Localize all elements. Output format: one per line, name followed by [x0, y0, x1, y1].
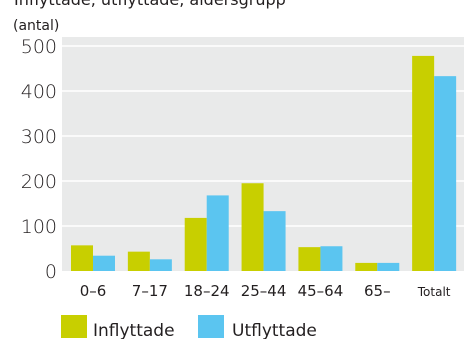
bar-inflyttade-5	[298, 247, 321, 271]
bar-utflyttade-6	[377, 262, 400, 271]
y-tick-label-200: 200	[21, 171, 57, 193]
y-axis-tick-labels: 0 100 200 300 400 500	[21, 36, 57, 283]
x-tick-label-5: 45–64	[298, 282, 344, 300]
grid-lines	[62, 45, 464, 227]
bars	[71, 55, 457, 272]
legend-label-utflyttade: Utflyttade	[232, 321, 317, 339]
chart-title: Inflyttade, utflyttade, åldersgrupp	[14, 0, 286, 9]
y-tick-label-500: 500	[21, 36, 57, 58]
x-tick-label-7: Totalt	[417, 285, 451, 299]
legend: Inflyttade Utflyttade	[61, 315, 317, 339]
bar-utflyttade-4	[263, 211, 286, 271]
y-tick-label-400: 400	[21, 81, 57, 103]
x-tick-label-4: 25–44	[241, 282, 287, 300]
bar-inflyttade-7	[412, 55, 435, 272]
bar-inflyttade-2	[127, 251, 150, 271]
x-tick-label-3: 18–24	[184, 282, 230, 300]
bar-utflyttade-1	[93, 255, 115, 271]
y-axis-unit-label: (antal)	[13, 18, 59, 34]
y-tick-label-100: 100	[21, 216, 57, 238]
bar-inflyttade-4	[241, 183, 264, 271]
bar-utflyttade-7	[434, 76, 457, 272]
x-axis-tick-labels: 0–6 7–17 18–24 25–44 45–64 65– Totalt	[80, 282, 451, 300]
y-tick-label-0: 0	[45, 261, 57, 283]
legend-label-inflyttade: Inflyttade	[93, 321, 175, 339]
bar-utflyttade-3	[206, 195, 229, 271]
x-tick-label-2: 7–17	[132, 282, 168, 300]
legend-swatch-inflyttade	[61, 315, 87, 338]
y-tick-label-300: 300	[21, 126, 57, 148]
bar-inflyttade-1	[71, 245, 93, 271]
bar-utflyttade-2	[149, 259, 172, 271]
x-tick-label-1: 0–6	[80, 282, 107, 300]
x-tick-label-6: 65–	[364, 282, 391, 300]
bar-inflyttade-3	[184, 217, 207, 271]
legend-swatch-utflyttade	[198, 315, 224, 338]
bar-inflyttade-6	[355, 262, 378, 271]
bar-utflyttade-5	[320, 246, 343, 271]
